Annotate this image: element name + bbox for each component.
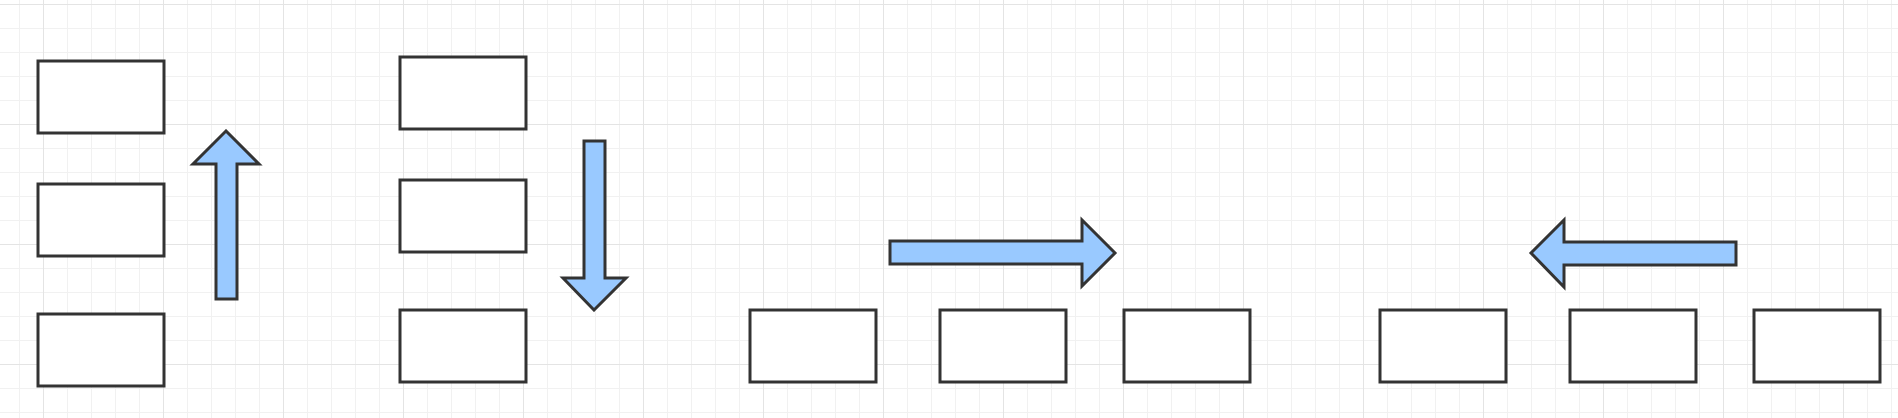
arrow-up-icon — [189, 128, 263, 301]
vertical-stack-arrow-up — [36, 59, 263, 388]
box[interactable] — [1122, 308, 1252, 384]
vertical-stack-arrow-down — [398, 55, 630, 384]
box[interactable] — [398, 55, 528, 131]
arrow-down-icon — [559, 139, 630, 313]
box[interactable] — [1568, 308, 1698, 384]
box[interactable] — [36, 59, 166, 135]
box[interactable] — [36, 182, 166, 258]
arrow-left-icon — [1528, 216, 1738, 291]
box[interactable] — [938, 308, 1068, 384]
box[interactable] — [36, 312, 166, 388]
horizontal-row-arrow-left — [1378, 216, 1882, 384]
box[interactable] — [748, 308, 878, 384]
box[interactable] — [1378, 308, 1508, 384]
horizontal-row-arrow-right — [748, 216, 1252, 384]
box[interactable] — [398, 178, 528, 254]
arrow-right-icon — [888, 216, 1118, 290]
box[interactable] — [398, 308, 528, 384]
box[interactable] — [1752, 308, 1882, 384]
